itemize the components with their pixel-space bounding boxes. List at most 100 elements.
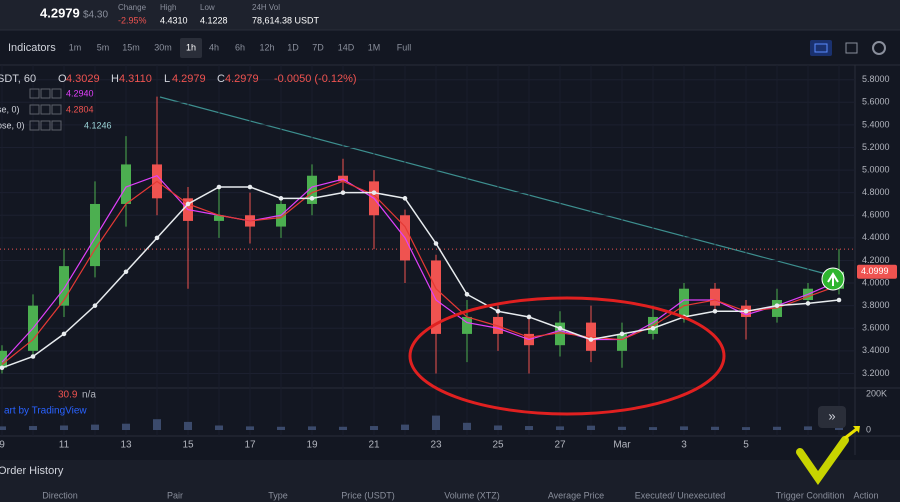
interval-button[interactable]: 6h — [235, 42, 245, 52]
volume-bar — [742, 427, 750, 430]
scroll-button[interactable] — [818, 406, 846, 428]
ma-dot — [402, 196, 408, 201]
ma-dot — [340, 190, 346, 195]
volume-bar — [556, 426, 564, 430]
ma-dot — [712, 309, 718, 314]
symbol: SDT, 60 — [0, 73, 36, 85]
indicator-button[interactable] — [29, 104, 40, 115]
x-tick-label: 5 — [743, 440, 749, 451]
usd-price: $4.30 — [83, 10, 108, 21]
y-tick-label: 3.2000 — [862, 368, 890, 378]
volume-bar — [587, 425, 595, 430]
volume-bar — [215, 425, 223, 430]
ma-dot — [92, 303, 98, 308]
interval-button[interactable]: 12h — [259, 42, 274, 52]
ma-dot — [495, 309, 501, 314]
arrow-head — [853, 426, 860, 433]
candle-body — [214, 215, 224, 221]
volume-bar — [680, 426, 688, 430]
x-tick-label: 11 — [59, 440, 70, 451]
indicator-button[interactable] — [40, 104, 51, 115]
interval-button[interactable]: 1M — [368, 42, 381, 52]
x-tick-label: 19 — [306, 440, 318, 451]
ma-dot — [278, 196, 284, 201]
candle-body — [121, 164, 131, 204]
ma-dot — [557, 325, 563, 331]
x-tick-label: 9 — [0, 440, 5, 451]
volume-bar — [184, 421, 192, 430]
ma-dot — [0, 365, 5, 371]
order-panel — [0, 460, 900, 502]
ma-dot — [433, 241, 439, 246]
x-tick-label: 23 — [430, 440, 442, 451]
ma-dot — [743, 309, 749, 314]
volume-bar — [711, 426, 719, 430]
column-header: Executed/ Unexecuted — [635, 490, 726, 500]
indicator-button[interactable] — [51, 88, 62, 99]
arrow-icon — [827, 272, 839, 286]
volume-bar — [339, 426, 347, 430]
volume-bar — [153, 419, 161, 430]
interval-button[interactable]: 1m — [69, 42, 82, 52]
volume-bar — [525, 426, 533, 430]
indicator-button[interactable] — [40, 88, 51, 99]
arrow — [844, 426, 859, 440]
stat-value: 4.4310 — [160, 15, 188, 25]
volume-bar — [618, 426, 626, 430]
ohlc-value: 4.2979 — [172, 73, 206, 85]
plot — [0, 65, 855, 436]
ma-dot — [588, 337, 594, 342]
icon — [814, 43, 828, 53]
interval-button[interactable]: 4h — [209, 42, 219, 52]
moving-average — [1, 186, 840, 369]
indicator-button[interactable] — [40, 120, 51, 131]
column-header: Direction — [42, 490, 78, 500]
candle-body — [679, 288, 689, 317]
indicator-name: ose, 0) — [0, 120, 25, 130]
indicator-button[interactable] — [29, 120, 40, 131]
ma-dot — [619, 331, 625, 337]
interval-button[interactable]: 15m — [122, 42, 140, 52]
settings-button[interactable] — [872, 41, 886, 55]
indicator-button[interactable] — [51, 104, 62, 115]
volume-bar — [122, 423, 130, 430]
interval-button[interactable]: Full — [397, 42, 412, 52]
x-tick-label: Mar — [613, 440, 631, 451]
indicators-button[interactable]: Indicators — [8, 42, 56, 54]
volume-value: 30.9 — [58, 390, 78, 401]
check-mark — [796, 436, 849, 485]
y-tick-label: 4.8000 — [862, 187, 890, 197]
moving-average — [1, 175, 840, 363]
volume-bar — [308, 426, 316, 430]
stat-value: -2.95% — [118, 15, 147, 25]
section-title: Order History — [0, 465, 64, 477]
price-tag-bg — [857, 264, 897, 279]
column-header: Volume (XTZ) — [444, 490, 500, 500]
depth-button[interactable] — [845, 42, 858, 54]
stat-label: Low — [200, 3, 215, 12]
moving-average — [1, 180, 840, 365]
column-header: Trigger Condition — [776, 490, 845, 500]
trend-line — [159, 96, 831, 276]
interval-button[interactable]: 30m — [154, 42, 172, 52]
indicator-button[interactable] — [51, 120, 62, 131]
interval-button[interactable]: 5m — [97, 42, 110, 52]
candle-body — [462, 316, 472, 334]
candle-body — [617, 333, 627, 351]
interval-button[interactable]: 7D — [312, 42, 324, 52]
interval-button[interactable]: 1h — [186, 42, 196, 52]
ma-dot — [216, 184, 222, 190]
interval-button[interactable]: 14D — [338, 42, 355, 52]
column-header: Average Price — [548, 490, 604, 500]
volume-bar — [804, 426, 812, 430]
chart-type-button[interactable] — [810, 40, 832, 56]
volume-bar — [432, 415, 440, 430]
y-tick-label: 5.0000 — [862, 164, 890, 174]
volume-bar — [494, 425, 502, 430]
indicator-button[interactable] — [29, 88, 40, 99]
candle-body — [555, 322, 565, 346]
interval-button[interactable]: 1D — [287, 42, 299, 52]
ma-dot — [123, 269, 129, 275]
indicator-value: 4.2804 — [66, 104, 94, 114]
